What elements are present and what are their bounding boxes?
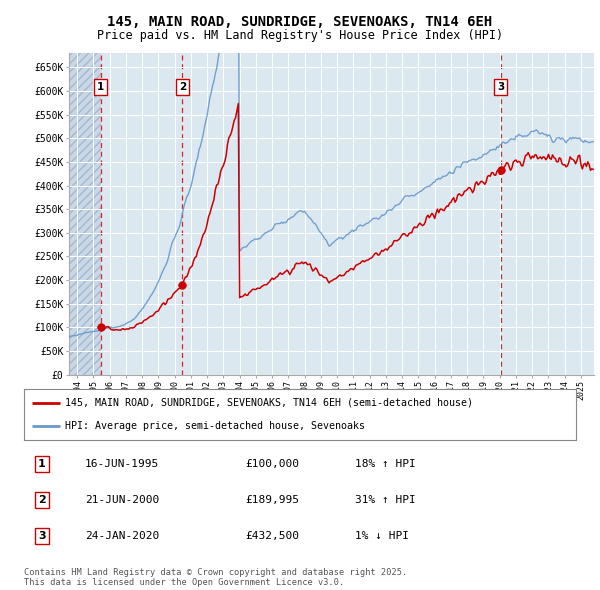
Text: 2: 2 [38,496,46,506]
Text: Price paid vs. HM Land Registry's House Price Index (HPI): Price paid vs. HM Land Registry's House … [97,30,503,42]
Text: 2: 2 [179,82,186,92]
Text: 145, MAIN ROAD, SUNDRIDGE, SEVENOAKS, TN14 6EH: 145, MAIN ROAD, SUNDRIDGE, SEVENOAKS, TN… [107,15,493,29]
Text: 1: 1 [97,82,104,92]
Text: 3: 3 [497,82,505,92]
Text: £189,995: £189,995 [245,496,299,506]
Text: 18% ↑ HPI: 18% ↑ HPI [355,460,416,469]
Text: 1: 1 [38,460,46,469]
Text: 31% ↑ HPI: 31% ↑ HPI [355,496,416,506]
Text: 3: 3 [38,532,46,542]
Text: £432,500: £432,500 [245,532,299,542]
Text: £100,000: £100,000 [245,460,299,469]
Text: 24-JAN-2020: 24-JAN-2020 [85,532,159,542]
Text: Contains HM Land Registry data © Crown copyright and database right 2025.
This d: Contains HM Land Registry data © Crown c… [24,568,407,587]
Text: 1% ↓ HPI: 1% ↓ HPI [355,532,409,542]
Text: HPI: Average price, semi-detached house, Sevenoaks: HPI: Average price, semi-detached house,… [65,421,365,431]
Text: 145, MAIN ROAD, SUNDRIDGE, SEVENOAKS, TN14 6EH (semi-detached house): 145, MAIN ROAD, SUNDRIDGE, SEVENOAKS, TN… [65,398,473,408]
Text: 21-JUN-2000: 21-JUN-2000 [85,496,159,506]
Bar [69,53,101,375]
Text: 16-JUN-1995: 16-JUN-1995 [85,460,159,469]
